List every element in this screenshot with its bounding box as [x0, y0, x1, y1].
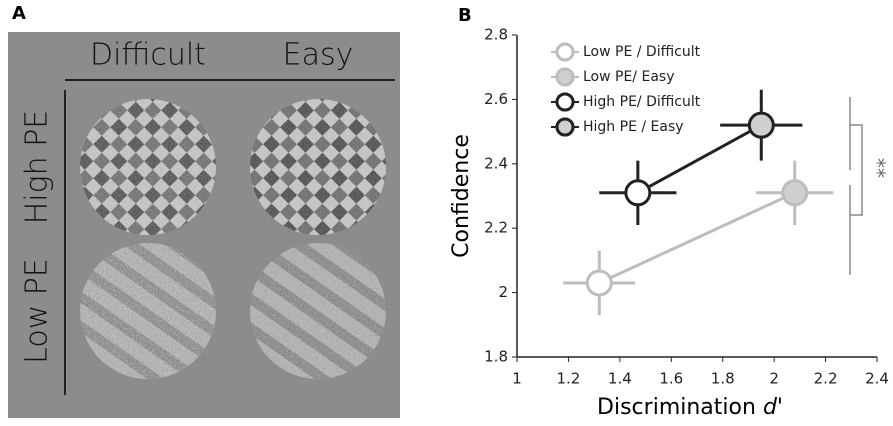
x-tick-label: 1.4 [608, 370, 632, 388]
x-axis-label: Discrimination d' [597, 395, 783, 420]
column-label: Difficult [90, 38, 206, 73]
legend-marker [555, 117, 575, 137]
connecting-line [598, 191, 796, 285]
y-axis-label: Confidence [449, 134, 474, 258]
y-tick-label: 2.8 [484, 26, 508, 44]
stimulus [250, 99, 386, 235]
stimulus [80, 99, 216, 235]
x-tick-label: 1.6 [659, 370, 683, 388]
panel-label: B [458, 5, 472, 26]
legend-label: Low PE / Difficult [583, 44, 701, 60]
stimulus [80, 243, 216, 379]
marker [781, 179, 809, 207]
x-tick-label: 2.2 [814, 370, 838, 388]
x-tick-label: 2.4 [865, 370, 889, 388]
stimulus [250, 243, 386, 379]
x-axis-label-text: Discrimination [597, 395, 756, 420]
legend-marker [555, 67, 575, 87]
x-tick-label: 1 [512, 370, 522, 388]
y-tick-label: 2.2 [484, 219, 508, 237]
legend-marker [555, 92, 575, 112]
x-tick-label: 1.2 [556, 370, 580, 388]
x-tick-label: 2 [769, 370, 779, 388]
column-label: Easy [283, 38, 354, 73]
y-tick-label: 2.6 [484, 90, 508, 108]
row-label: High PE [20, 110, 55, 225]
y-tick-label: 2 [498, 283, 508, 301]
legend-label: High PE/ Difficult [583, 94, 701, 110]
connecting-line [637, 123, 763, 195]
marker [747, 111, 775, 139]
legend-marker [555, 42, 575, 62]
x-tick-label: 1.8 [711, 370, 735, 388]
x-axis-label-symbol: d' [763, 395, 783, 420]
annotation: ** [866, 158, 890, 178]
significance-bracket [849, 97, 863, 275]
y-tick-label: 2.4 [484, 154, 508, 172]
marker [624, 179, 652, 207]
y-tick-label: 1.8 [484, 348, 508, 366]
row-label: Low PE [20, 258, 55, 364]
marker [585, 269, 613, 297]
panel-label: A [12, 3, 26, 24]
legend-label: Low PE/ Easy [583, 69, 674, 85]
legend-label: High PE / Easy [583, 119, 684, 135]
